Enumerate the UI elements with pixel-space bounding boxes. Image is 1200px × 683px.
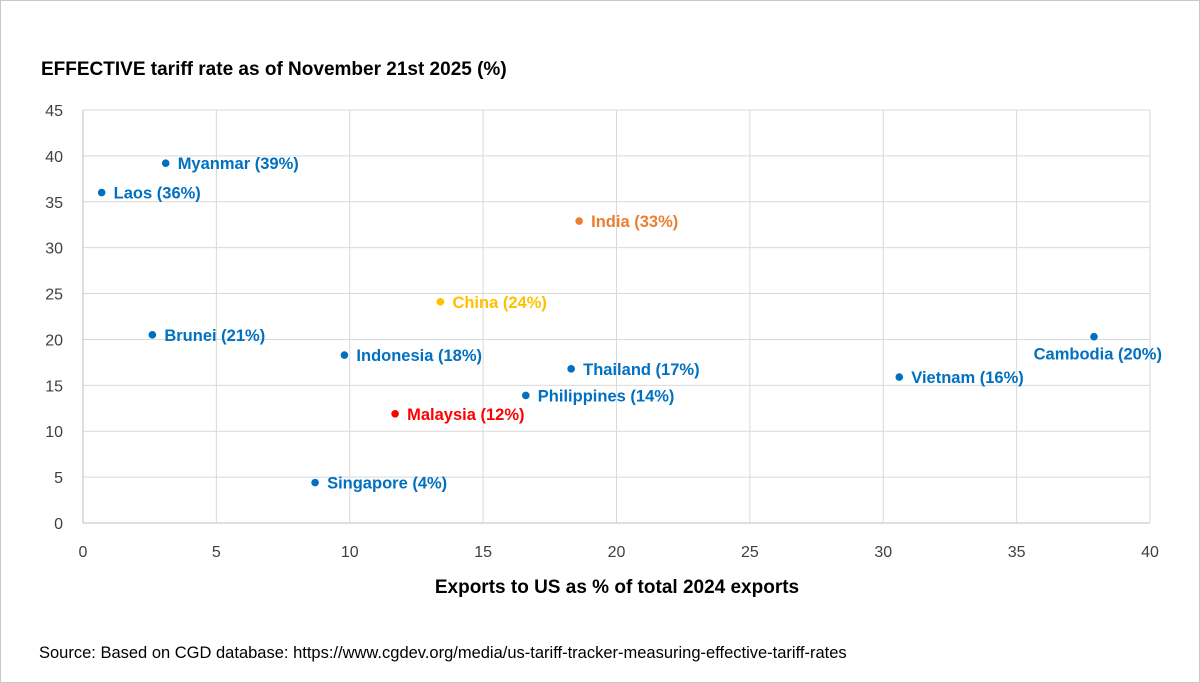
data-point [522,391,530,400]
point-label: Indonesia (18%) [356,347,482,365]
data-point [148,331,157,339]
data-point [895,373,904,381]
y-tick-label: 15 [45,378,63,395]
y-tick-label: 35 [45,195,63,212]
y-tick-label: 0 [54,516,63,533]
point-label: Philippines (14%) [538,387,675,405]
y-tick-label: 40 [45,149,63,166]
data-point [1090,332,1098,341]
point-label: Vietnam (16%) [911,369,1024,387]
data-point [311,478,319,487]
y-tick-label: 5 [54,470,63,487]
x-tick-label: 15 [474,544,492,561]
data-point [161,159,170,168]
x-tick-label: 10 [341,544,359,561]
point-label: Singapore (4%) [327,475,447,493]
point-label: China (24%) [452,294,546,312]
point-label: Cambodia (20%) [1034,346,1162,364]
data-points [97,159,1098,487]
point-label: Brunei (21%) [164,327,265,345]
y-tick-label: 10 [45,424,63,441]
x-tick-label: 25 [741,544,759,561]
axis-ticks: 0 5 10 15 20 25 30 35 40 45 0 5 10 15 20 25 30 35 40 [45,103,1159,561]
point-label: Malaysia (12%) [407,406,524,424]
y-tick-label: 45 [45,103,63,120]
x-tick-label: 35 [1008,544,1026,561]
x-tick-label: 0 [79,544,88,561]
point-label: India (33%) [591,213,678,231]
data-point [567,365,575,373]
x-axis-label: Exports to US as % of total 2024 exports [434,577,800,598]
point-label: Laos (36%) [114,185,201,203]
x-tick-label: 40 [1141,544,1159,561]
chart-title: EFFECTIVE tariff rate as of November 21s… [41,59,507,80]
data-point [436,298,445,306]
data-point [340,351,349,359]
grid-lines [82,109,1151,524]
data-point [391,409,399,418]
data-point [97,188,106,197]
y-tick-label: 25 [45,287,63,304]
y-tick-label: 30 [45,241,63,258]
x-tick-label: 20 [608,544,626,561]
point-labels: Myanmar (39%) Laos (36%) India (33%) China … [114,155,1162,492]
point-label: Myanmar (39%) [178,155,299,173]
y-tick-label: 20 [45,332,63,349]
source-note: Source: Based on CGD database: https://w… [39,644,847,662]
x-tick-label: 30 [874,544,892,561]
x-tick-label: 5 [212,544,221,561]
point-label: Thailand (17%) [583,361,699,379]
data-point [575,217,583,225]
